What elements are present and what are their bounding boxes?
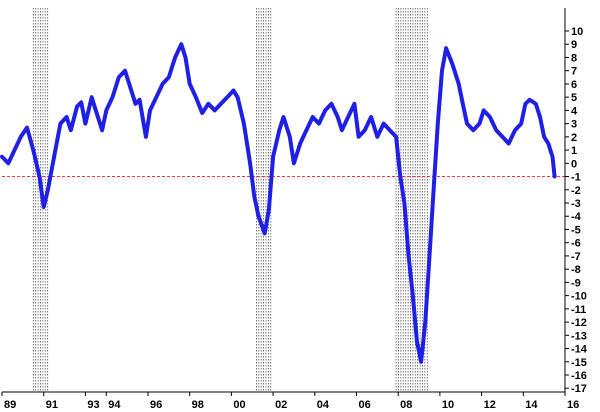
- y-tick-label: 9: [571, 39, 577, 51]
- x-tick-label: 89: [4, 399, 16, 411]
- y-tick-label: -13: [571, 330, 587, 342]
- recession-bands: [32, 8, 428, 392]
- y-tick-label: -4: [571, 211, 582, 223]
- y-tick-label: -12: [571, 317, 587, 329]
- y-tick-label: -3: [571, 198, 581, 210]
- x-tick-label: 04: [317, 399, 330, 411]
- x-tick-label: 08: [400, 399, 412, 411]
- y-tick-label: 1: [571, 145, 577, 157]
- y-tick-label: 0: [571, 158, 577, 170]
- y-tick-label: 8: [571, 52, 577, 64]
- y-axis: 109876543210-1-2-3-4-5-6-7-8-9-10-11-12-…: [564, 8, 588, 395]
- y-tick-label: -2: [571, 185, 581, 197]
- y-tick-label: -17: [571, 383, 587, 395]
- y-tick-label: 3: [571, 119, 577, 131]
- y-tick-label: 2: [571, 132, 577, 144]
- x-tick-label: 93: [87, 399, 99, 411]
- y-tick-label: -14: [571, 344, 588, 356]
- series-group: [0, 42, 557, 364]
- x-tick-label: 96: [150, 399, 162, 411]
- y-tick-label: -7: [571, 251, 581, 263]
- series-line: [0, 42, 557, 364]
- x-axis: 89 91 93 94 96 98 00 02 04 06 08 10 12 14 16: [1, 391, 579, 411]
- y-tick-label: 6: [571, 79, 577, 91]
- x-tick-label: 14: [525, 399, 538, 411]
- x-tick-label: 02: [275, 399, 287, 411]
- y-tick-label: -11: [571, 304, 586, 316]
- y-tick-label: 4: [571, 105, 578, 117]
- y-tick-label: -15: [571, 357, 587, 369]
- y-tick-label: -6: [571, 238, 581, 250]
- y-tick-label: -1: [571, 172, 581, 184]
- y-tick-label: -10: [571, 291, 587, 303]
- x-tick-label: 00: [233, 399, 245, 411]
- y-tick-label: -8: [571, 264, 581, 276]
- x-tick-label: 10: [442, 399, 454, 411]
- x-tick-label: 16: [567, 399, 579, 411]
- x-tick-label: 12: [484, 399, 496, 411]
- y-tick-label: 5: [571, 92, 577, 104]
- x-tick-label: 94: [108, 399, 121, 411]
- x-tick-label: 06: [358, 399, 370, 411]
- x-tick-label: 98: [192, 399, 204, 411]
- x-tick-label: 91: [46, 399, 58, 411]
- y-tick-label: 7: [571, 66, 577, 78]
- y-tick-label: -9: [571, 277, 581, 289]
- y-tick-label: -16: [571, 370, 587, 382]
- y-tick-label: 10: [571, 26, 583, 38]
- y-tick-label: -5: [571, 224, 581, 236]
